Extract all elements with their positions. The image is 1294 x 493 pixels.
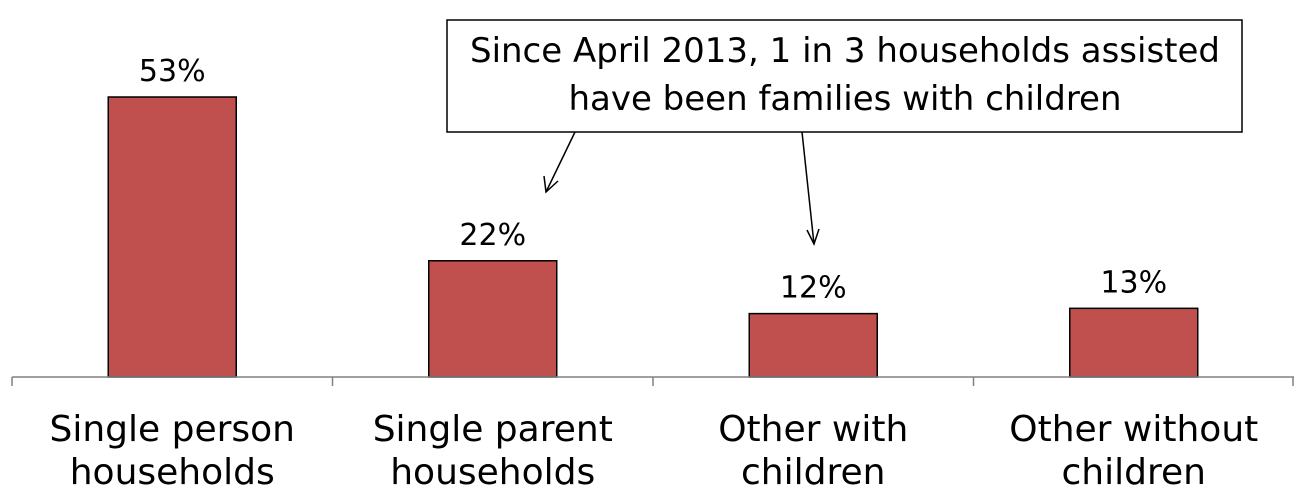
data-label: 13% (1100, 265, 1167, 300)
category-label: Single person (49, 409, 295, 450)
category-label: Single parent (373, 409, 613, 450)
category-label: households (70, 452, 275, 493)
category-label: children (1062, 452, 1206, 493)
bars-layer (107, 96, 1199, 378)
callout-arrow-to-other-with-children (801, 131, 815, 245)
category-label: Other without (1009, 409, 1258, 450)
callout-line-2: have been families with children (568, 79, 1121, 119)
callout-line-1: Since April 2013, 1 in 3 households assi… (470, 31, 1220, 71)
callout-annotation: Since April 2013, 1 in 3 households assi… (446, 19, 1243, 246)
category-label: households (390, 452, 595, 493)
bar (748, 312, 878, 378)
category-label: children (741, 452, 885, 493)
data-label: 12% (780, 271, 847, 306)
bar (428, 260, 558, 378)
bar (1069, 307, 1199, 378)
x-axis (11, 376, 1294, 386)
callout-box (446, 19, 1243, 133)
bar (107, 96, 237, 378)
callout-arrow-to-single-parent (545, 131, 576, 193)
data-label: 53% (139, 54, 206, 89)
category-label: Other with (718, 409, 908, 450)
callout-arrowhead-other-with-children (806, 228, 820, 246)
callout-arrowhead-single-parent (543, 175, 559, 194)
data-label: 22% (459, 218, 526, 253)
